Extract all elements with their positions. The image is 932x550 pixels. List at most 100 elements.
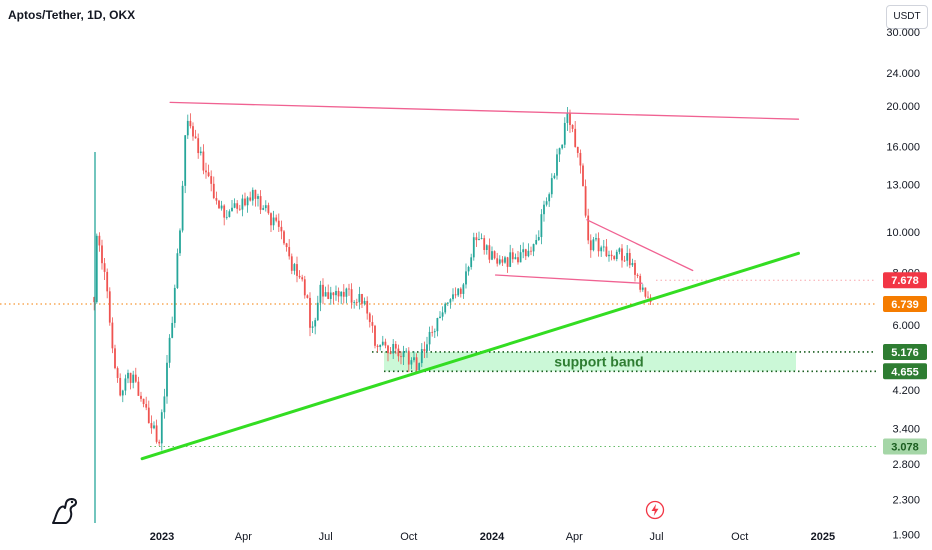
- trendlines-layer: [140, 101, 800, 461]
- candle-body: [119, 377, 122, 396]
- candle-body: [407, 350, 410, 365]
- candle-body: [210, 176, 213, 184]
- trendline-rising-support: [140, 251, 800, 461]
- candle-body: [610, 254, 613, 257]
- x-tick-label: Apr: [235, 531, 252, 543]
- candle-body: [602, 246, 605, 248]
- candle-body: [246, 197, 249, 206]
- price-badge-label: 6.739: [891, 299, 919, 311]
- candle-body: [189, 120, 192, 127]
- candle-body: [124, 378, 127, 391]
- flash-icon[interactable]: [645, 500, 665, 520]
- candle-body: [641, 287, 644, 290]
- candle-body: [462, 284, 465, 294]
- candle-body: [475, 237, 478, 241]
- candle-body: [584, 186, 587, 216]
- candle-body: [519, 252, 522, 263]
- candle-body: [207, 172, 210, 177]
- candle-body: [132, 374, 135, 383]
- x-tick-label: 2024: [480, 531, 505, 543]
- candle-body: [340, 291, 343, 297]
- candle-body: [296, 264, 298, 276]
- candle-body: [454, 294, 457, 296]
- currency-button[interactable]: USDT: [886, 5, 928, 29]
- candle-body: [527, 250, 530, 257]
- y-tick-label: 2.800: [892, 459, 920, 471]
- candle-body: [283, 231, 285, 244]
- candle-body: [389, 353, 392, 354]
- candle-body: [350, 289, 353, 303]
- candle-body: [413, 357, 415, 361]
- candle-body: [501, 259, 504, 263]
- candle-body: [522, 249, 525, 253]
- candle-body: [215, 198, 218, 201]
- trendline-upper-resistance: [169, 101, 800, 120]
- candle-body: [457, 288, 460, 296]
- hlines-layer: [0, 279, 876, 448]
- price-badge-label: 5.176: [891, 347, 919, 359]
- candle-body: [197, 138, 200, 154]
- candle-body: [444, 303, 447, 313]
- candle-body: [545, 201, 548, 205]
- candle-body: [470, 257, 473, 268]
- candle-body: [160, 412, 163, 444]
- candle-body: [233, 203, 236, 208]
- candle-body: [368, 313, 371, 323]
- candle-body: [192, 126, 194, 137]
- x-tick-label: 2023: [150, 531, 174, 543]
- candle-body: [426, 344, 428, 352]
- candle-body: [329, 292, 332, 299]
- candle-body: [621, 248, 623, 261]
- candle-body: [298, 275, 301, 278]
- candle-body: [285, 243, 288, 248]
- candles-layer: [93, 107, 652, 523]
- candle-body: [205, 170, 207, 173]
- trendline-mid-line: [494, 274, 643, 284]
- candle-body: [103, 263, 106, 272]
- candle-body: [605, 246, 608, 257]
- candle-body: [345, 288, 348, 297]
- candle-body: [186, 120, 189, 136]
- candle-body: [431, 331, 434, 333]
- candle-body: [574, 128, 577, 147]
- candle-body: [355, 302, 358, 303]
- candle-body: [303, 279, 306, 296]
- candle-body: [441, 312, 444, 317]
- candle-body: [496, 258, 499, 264]
- candle-body: [238, 208, 241, 210]
- candle-body: [199, 151, 202, 154]
- candle-body: [223, 205, 226, 218]
- candle-body: [181, 185, 184, 231]
- candle-body: [254, 189, 257, 199]
- candle-body: [306, 295, 309, 298]
- y-tick-label: 13.000: [886, 179, 920, 191]
- candle-body: [236, 203, 239, 209]
- candle-body: [420, 349, 423, 364]
- candle-body: [93, 297, 96, 303]
- candle-body: [397, 348, 400, 357]
- candle-body: [371, 322, 374, 326]
- price-badge: [883, 295, 927, 312]
- axis-layer: 30.00024.00020.00016.00013.00010.0008.00…: [150, 27, 927, 543]
- candle-body: [530, 250, 532, 252]
- candle-body: [553, 175, 556, 179]
- candle-body: [173, 287, 176, 323]
- candle-body: [644, 287, 647, 297]
- candle-body: [179, 230, 181, 254]
- candle-body: [626, 253, 629, 261]
- candle-body: [225, 216, 228, 218]
- candle-body: [251, 189, 254, 201]
- candle-body: [543, 204, 545, 215]
- candle-body: [155, 425, 158, 442]
- chart-title: Aptos/Tether, 1D, OKX: [8, 8, 136, 22]
- candle-body: [402, 351, 405, 358]
- candle-body: [561, 144, 564, 149]
- candle-body: [587, 215, 590, 241]
- candle-body: [249, 197, 252, 201]
- y-tick-label: 6.000: [892, 320, 920, 332]
- candle-body: [511, 252, 514, 260]
- x-tick-label: Jul: [319, 531, 333, 543]
- candle-body: [615, 251, 618, 260]
- candle-body: [374, 325, 376, 346]
